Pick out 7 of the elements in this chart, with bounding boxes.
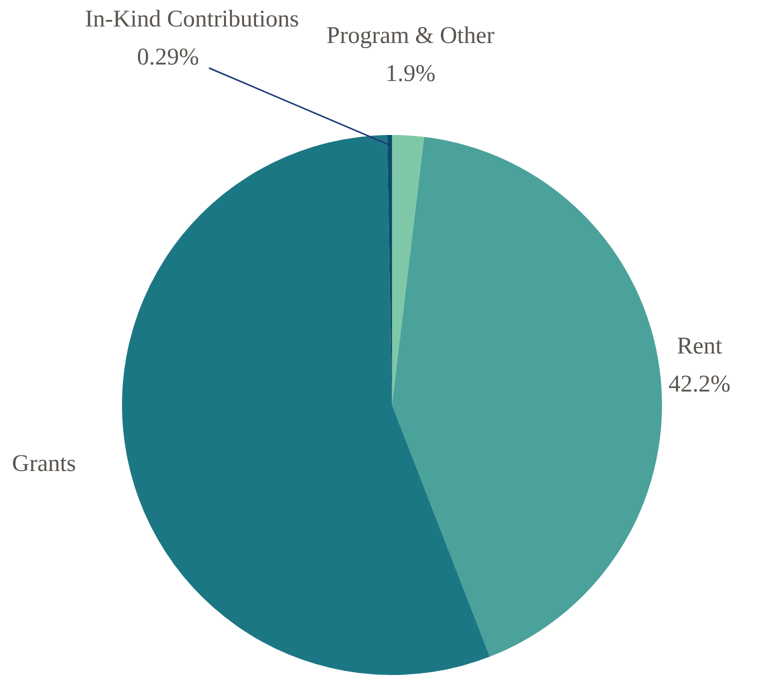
slice-label: In-Kind Contributions	[85, 6, 299, 32]
slice-label: Rent	[676, 333, 723, 360]
slice-label: Program & Other	[326, 22, 494, 49]
data-label: 1.9%	[385, 60, 436, 87]
data-label: 0.29%	[137, 44, 199, 70]
slice-label: Grants	[12, 451, 76, 478]
data-label: 42.2%	[668, 371, 731, 398]
